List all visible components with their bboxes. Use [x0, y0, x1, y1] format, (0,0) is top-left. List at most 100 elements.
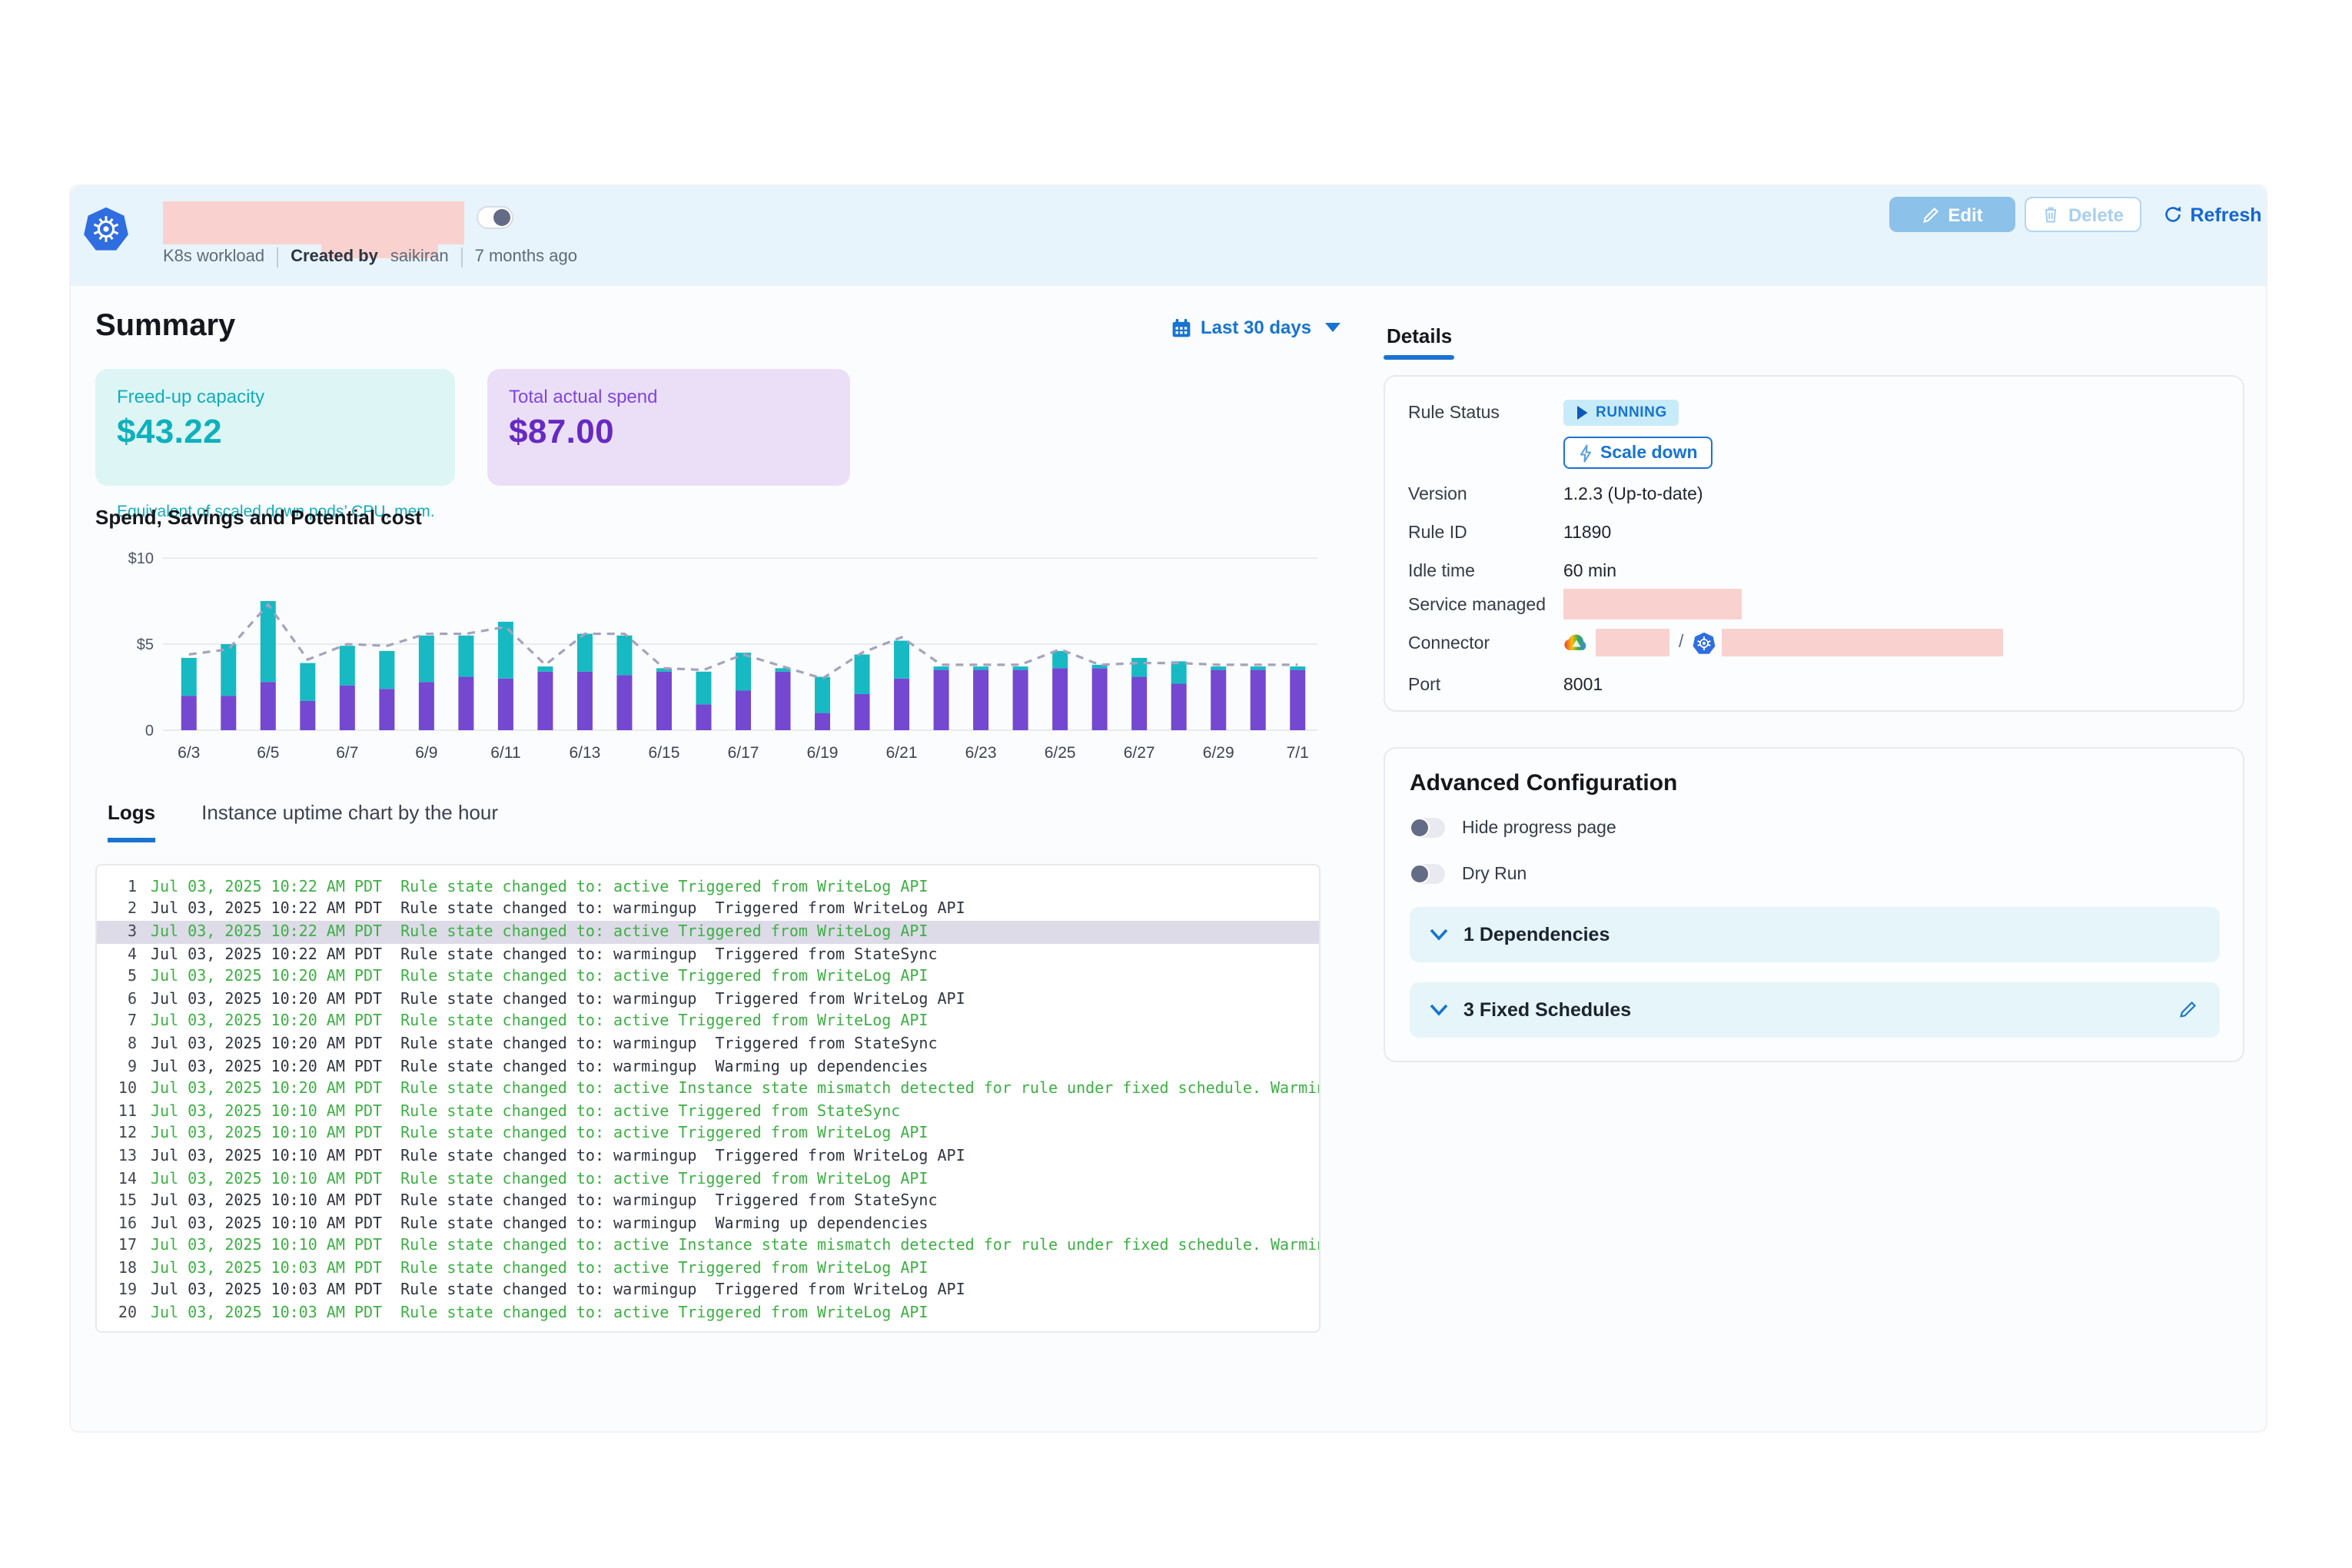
- gcp-icon: [1564, 634, 1586, 650]
- bar-spend: [300, 700, 316, 730]
- log-line-number: 8: [127, 1035, 137, 1053]
- created-by-user[interactable]: saikiran: [390, 247, 449, 266]
- tab-instance-uptime[interactable]: Instance uptime chart by the hour: [201, 801, 499, 824]
- bar-savings: [656, 668, 672, 672]
- log-row[interactable]: 14 Jul 03, 2025 10:10 AM PDT Rule state c…: [97, 1168, 1319, 1190]
- bar-savings: [497, 621, 513, 679]
- refresh-button-label: Refresh: [2190, 204, 2262, 225]
- details-card: Rule Status RUNNING Scale down Version 1…: [1384, 375, 2244, 712]
- log-message: Jul 03, 2025 10:03 AM PDT Rule state cha…: [151, 1282, 965, 1300]
- x-axis-tick-label: 6/25: [1045, 744, 1076, 762]
- freed-up-capacity-title: Freed-up capacity: [117, 386, 265, 407]
- log-row[interactable]: 15 Jul 03, 2025 10:10 AM PDT Rule state c…: [97, 1191, 1319, 1213]
- bar-savings: [260, 601, 276, 683]
- chevron-down-icon: [1430, 929, 1448, 941]
- log-message: Jul 03, 2025 10:10 AM PDT Rule state cha…: [151, 1148, 965, 1165]
- version-label: Version: [1408, 486, 1467, 504]
- total-actual-spend-title: Total actual spend: [509, 386, 658, 407]
- connector-project-redacted: [1596, 629, 1669, 656]
- log-row[interactable]: 16 Jul 03, 2025 10:10 AM PDT Rule state c…: [97, 1213, 1319, 1235]
- log-row[interactable]: 5 Jul 03, 2025 10:20 AM PDT Rule state ch…: [97, 966, 1319, 988]
- workload-enabled-toggle[interactable]: [477, 206, 513, 229]
- bar-savings: [418, 635, 434, 683]
- log-row[interactable]: 11 Jul 03, 2025 10:10 AM PDT Rule state c…: [97, 1101, 1319, 1123]
- summary-heading: Summary: [95, 309, 236, 343]
- log-row[interactable]: 9 Jul 03, 2025 10:20 AM PDT Rule state ch…: [97, 1056, 1319, 1078]
- log-row[interactable]: 6 Jul 03, 2025 10:20 AM PDT Rule state ch…: [97, 988, 1319, 1011]
- log-row[interactable]: 17 Jul 03, 2025 10:10 AM PDT Rule state c…: [97, 1235, 1319, 1257]
- x-axis-tick-label: 6/23: [965, 744, 997, 762]
- bar-savings: [181, 657, 197, 696]
- delete-button[interactable]: Delete: [2025, 197, 2141, 232]
- toggle-dry-run[interactable]: [1410, 864, 1445, 884]
- x-axis-tick-label: 6/13: [569, 744, 600, 762]
- bar-savings: [616, 635, 633, 676]
- scale-down-button[interactable]: Scale down: [1563, 437, 1713, 469]
- bar-savings: [1131, 657, 1148, 677]
- log-row[interactable]: 12 Jul 03, 2025 10:10 AM PDT Rule state c…: [97, 1123, 1319, 1145]
- subtitle-divider: [460, 247, 463, 267]
- log-row[interactable]: 3 Jul 03, 2025 10:22 AM PDT Rule state ch…: [97, 921, 1319, 944]
- x-axis-tick-label: 6/11: [490, 744, 520, 762]
- total-actual-spend-card: Total actual spend $87.00: [487, 369, 850, 486]
- refresh-button[interactable]: Refresh: [2161, 197, 2263, 232]
- tab-logs[interactable]: Logs: [108, 801, 156, 842]
- bar-spend: [775, 671, 791, 730]
- x-axis-tick-label: 6/7: [336, 744, 358, 762]
- log-row[interactable]: 4 Jul 03, 2025 10:22 AM PDT Rule state ch…: [97, 944, 1319, 966]
- log-row[interactable]: 10 Jul 03, 2025 10:20 AM PDT Rule state c…: [97, 1078, 1319, 1101]
- bar-spend: [1250, 669, 1266, 730]
- calendar-icon: [1172, 317, 1191, 337]
- edit-button[interactable]: Edit: [1889, 197, 2015, 232]
- x-axis-tick-label: 6/15: [649, 744, 680, 762]
- x-axis-tick-label: 6/9: [415, 744, 437, 762]
- log-message: Jul 03, 2025 10:20 AM PDT Rule state cha…: [151, 968, 929, 986]
- log-row[interactable]: 2 Jul 03, 2025 10:22 AM PDT Rule state ch…: [97, 899, 1319, 921]
- edit-button-label: Edit: [1948, 204, 1983, 225]
- log-row[interactable]: 13 Jul 03, 2025 10:10 AM PDT Rule state c…: [97, 1145, 1319, 1168]
- log-message: Jul 03, 2025 10:22 AM PDT Rule state cha…: [151, 923, 929, 941]
- rule-status-badge: RUNNING: [1563, 400, 1679, 426]
- rule-id-label: Rule ID: [1408, 524, 1467, 543]
- log-line-number: 18: [118, 1260, 137, 1277]
- log-line-number: 14: [118, 1171, 137, 1188]
- toggle-hide-progress-page[interactable]: [1410, 818, 1445, 838]
- log-line-number: 15: [118, 1193, 137, 1211]
- bar-savings: [854, 654, 870, 694]
- log-row[interactable]: 19 Jul 03, 2025 10:03 AM PDT Rule state c…: [97, 1280, 1319, 1302]
- bar-spend: [1171, 683, 1187, 730]
- bar-spend: [815, 713, 831, 730]
- bar-spend: [1012, 669, 1028, 730]
- bar-savings: [696, 671, 712, 705]
- toggle-row-hide-progress-page: Hide progress page: [1410, 818, 1616, 838]
- refresh-icon: [2164, 206, 2181, 222]
- log-line-number: 3: [127, 923, 137, 941]
- connector-separator: /: [1679, 633, 1684, 652]
- log-row[interactable]: 1 Jul 03, 2025 10:22 AM PDT Rule state ch…: [97, 876, 1319, 899]
- x-axis-tick-label: 7/1: [1287, 744, 1309, 762]
- tab-details[interactable]: Details: [1387, 324, 1453, 347]
- date-range-selector[interactable]: Last 30 days: [1171, 317, 1341, 338]
- log-row[interactable]: 18 Jul 03, 2025 10:03 AM PDT Rule state c…: [97, 1257, 1319, 1280]
- bar-spend: [576, 671, 593, 730]
- advanced-configuration-card: Advanced Configuration Hide progress pag…: [1384, 747, 2244, 1062]
- log-line-number: 6: [127, 991, 137, 1008]
- log-line-number: 17: [118, 1237, 137, 1255]
- bar-spend: [181, 696, 197, 730]
- scale-down-label: Scale down: [1600, 443, 1698, 462]
- created-ago: 7 months ago: [474, 247, 577, 266]
- x-axis-tick-label: 6/17: [728, 744, 759, 762]
- log-row[interactable]: 20 Jul 03, 2025 10:03 AM PDT Rule state c…: [97, 1303, 1319, 1325]
- section-1-dependencies[interactable]: 1 Dependencies: [1410, 907, 2220, 962]
- log-line-number: 16: [118, 1215, 137, 1233]
- edit-schedules-icon[interactable]: [2177, 999, 2198, 1021]
- log-row[interactable]: 7 Jul 03, 2025 10:20 AM PDT Rule state ch…: [97, 1011, 1319, 1033]
- log-row[interactable]: 8 Jul 03, 2025 10:20 AM PDT Rule state ch…: [97, 1033, 1319, 1055]
- bar-spend: [656, 671, 672, 730]
- bar-spend: [418, 682, 434, 730]
- section-3-fixed-schedules[interactable]: 3 Fixed Schedules: [1410, 982, 2220, 1038]
- log-list[interactable]: 1 Jul 03, 2025 10:22 AM PDT Rule state ch…: [95, 864, 1321, 1333]
- bar-savings: [221, 644, 237, 696]
- service-managed-value-redacted: [1563, 589, 1742, 620]
